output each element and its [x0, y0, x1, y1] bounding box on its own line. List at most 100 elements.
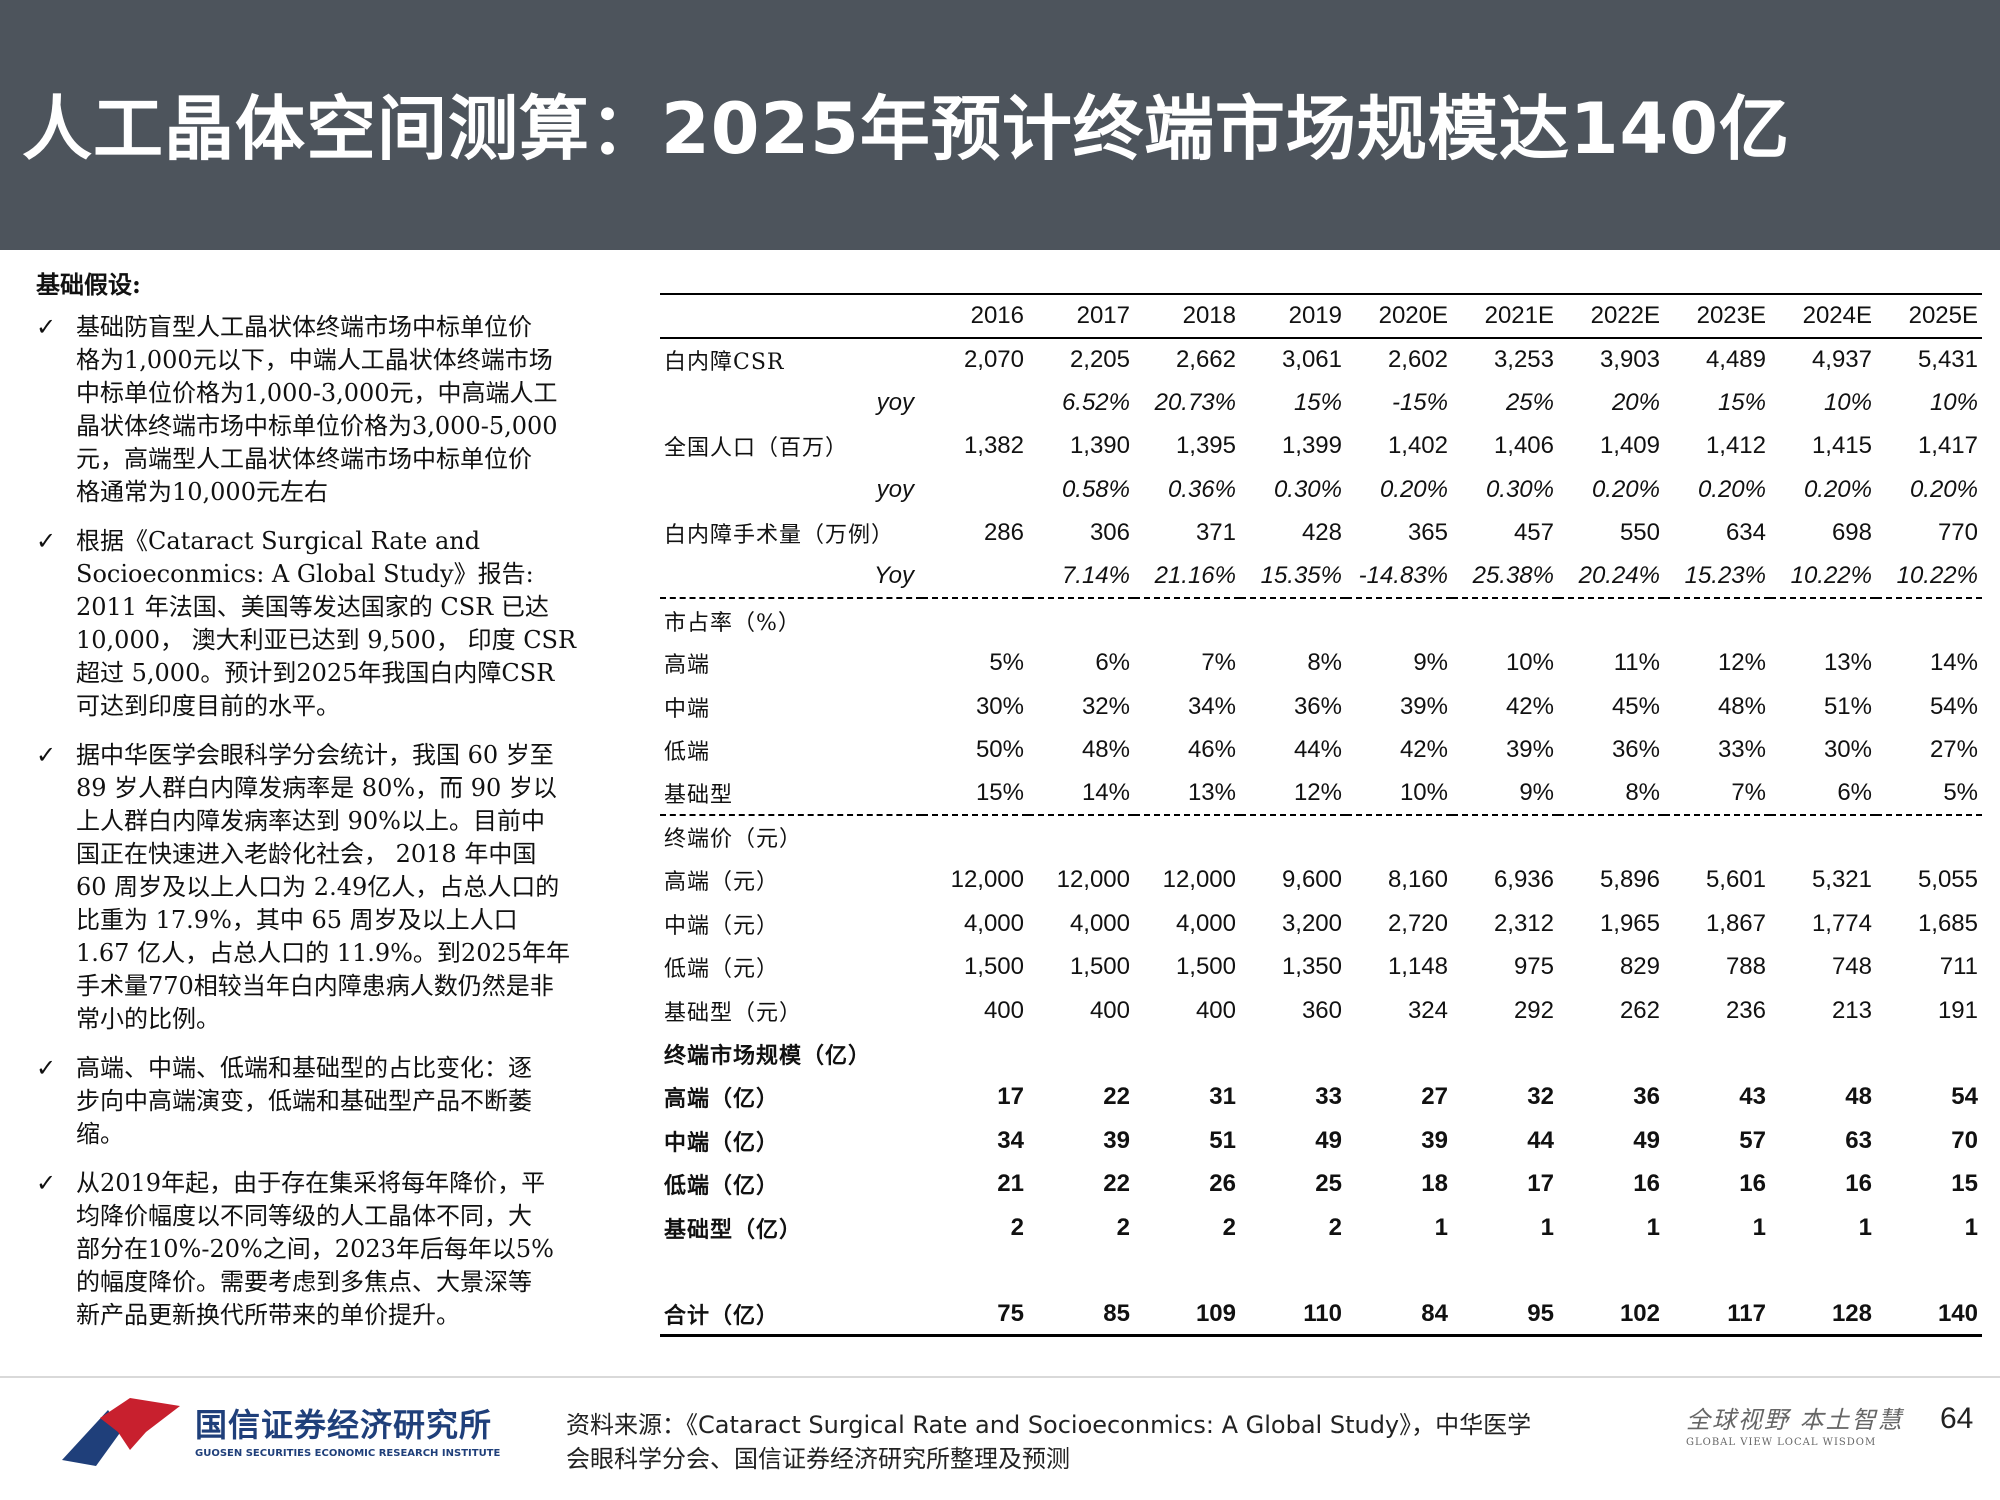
table-row: 中端（元） 4,000 4,000 4,000 3,200 2,720 2,312 1,965…: [660, 902, 1982, 945]
page-title: 人工晶体空间测算：2025年预计终端市场规模达140亿: [22, 88, 1790, 170]
logo-chinese-name: 国信证券经济研究所: [195, 1406, 493, 1444]
table-cell: 1,417: [1917, 432, 1978, 460]
table-cell: 2: [1116, 1213, 1130, 1241]
table-cell: 6%: [1770, 771, 1876, 817]
year-header: 2025E: [1876, 293, 1982, 339]
row-label: 市占率（%）: [664, 610, 801, 636]
table-cell: 39%: [1505, 736, 1554, 764]
table-cell: 6.52%: [1061, 389, 1130, 417]
table-cell: 0.20%: [1591, 475, 1660, 503]
table-cell: 975: [1513, 953, 1554, 981]
assumption-item: ✓ 高端、中端、低端和基础型的占比变化：逐 步向中高端演变，低端和基础型产品不断萎缩…: [36, 1052, 626, 1151]
table-cell: 5%: [989, 649, 1024, 677]
table-body: 白内障CSR 2,070 2,205 2,662 3,061 2,602 3,253 3,90…: [660, 338, 1982, 1338]
table-cell: 2,312: [1493, 909, 1554, 937]
year-header: 2018: [1134, 293, 1240, 339]
table-cell: 213: [1831, 996, 1872, 1024]
row-label: 中端（亿）: [664, 1129, 780, 1156]
row-label: 基础型: [660, 771, 922, 817]
row-label: 低端: [664, 740, 711, 766]
table-cell: 3,253: [1493, 346, 1554, 374]
table-cell: 0.20%: [1909, 475, 1978, 503]
table-cell: 0.20%: [1697, 475, 1766, 503]
table-cell: 428: [1301, 519, 1342, 547]
row-label: 全国人口（百万）: [664, 436, 849, 462]
table-cell: 10.22%: [1770, 554, 1876, 600]
table-cell: 51: [1209, 1126, 1236, 1154]
assumption-text-line: 从2019年起，由于存在集采将每年降价，平: [76, 1169, 546, 1197]
source-line: 资料来源：《Cataract Surgical Rate and Socioec…: [566, 1411, 1532, 1439]
table-cell: 14%: [1028, 771, 1134, 817]
table-cell: 15.23%: [1664, 554, 1770, 600]
slogan: 全球视野 本土智慧 GLOBAL VIEW LOCAL WISDOM: [1686, 1400, 1916, 1450]
table-cell: 57: [1739, 1126, 1766, 1154]
year-header: 2017: [1028, 293, 1134, 339]
assumption-text-line: 国正在快速进入老龄化社会， 2018 年中国: [76, 840, 537, 868]
table-cell: 18: [1421, 1170, 1448, 1198]
table-cell: 15%: [922, 771, 1028, 817]
table-cell: 4,489: [1705, 346, 1766, 374]
table-cell: 1,774: [1811, 909, 1872, 937]
table-cell: 39: [1103, 1126, 1130, 1154]
table-cell: 117: [1664, 1292, 1770, 1338]
table-cell: 2: [1222, 1213, 1236, 1241]
table-cell: 3,061: [1281, 346, 1342, 374]
year-header: 2022E: [1558, 293, 1664, 339]
table-cell: 1,402: [1387, 432, 1448, 460]
row-label: 高端: [664, 653, 711, 679]
table-cell: 306: [1089, 519, 1130, 547]
table-cell: [1346, 815, 1452, 858]
table-cell: 8,160: [1387, 866, 1448, 894]
table-cell: 698: [1831, 519, 1872, 547]
table-cell: 5,601: [1705, 866, 1766, 894]
row-label: 低端（亿）: [664, 1173, 780, 1200]
table-cell: 70: [1951, 1126, 1978, 1154]
table-cell: 0.30%: [1485, 475, 1554, 503]
row-label: 基础型（亿）: [664, 1216, 803, 1243]
assumption-text-line: 常小的比例。: [76, 1005, 220, 1033]
table-cell: 12,000: [950, 866, 1024, 894]
guosen-logo: 国信证券经济研究所 GUOSEN SECURITIES ECONOMIC RES…: [60, 1392, 520, 1472]
table-cell: [922, 598, 1028, 641]
checkmark-icon: ✓: [36, 741, 57, 769]
table-cell: 12,000: [1162, 866, 1236, 894]
table-cell: 2,205: [1069, 346, 1130, 374]
assumption-text-line: 10,000， 澳大利亚已达到 9,500， 印度 CSR: [76, 626, 577, 654]
table-cell: 8%: [1307, 649, 1342, 677]
table-cell: 1: [1540, 1213, 1554, 1241]
table-cell: 1,395: [1175, 432, 1236, 460]
table-cell: 39%: [1399, 692, 1448, 720]
year-header: 2023E: [1664, 293, 1770, 339]
assumption-text-line: 缩。: [76, 1120, 124, 1148]
table-cell: 21.16%: [1134, 554, 1240, 600]
table-cell: 26: [1209, 1170, 1236, 1198]
table-cell: 1,867: [1705, 909, 1766, 937]
table-cell: 33%: [1717, 736, 1766, 764]
table-row: 终端价（元）: [660, 815, 1982, 858]
table-cell: 1,412: [1705, 432, 1766, 460]
table-cell: 1,965: [1599, 909, 1660, 937]
table-cell: 16: [1633, 1170, 1660, 1198]
row-label: 中端（元）: [664, 913, 780, 939]
table-cell: [1452, 1032, 1558, 1075]
table-cell: 45%: [1611, 692, 1660, 720]
table-cell: 5,055: [1917, 866, 1978, 894]
slogan-chinese: 全球视野 本土智慧: [1686, 1406, 1904, 1434]
table-row: 低端（亿） 21 22 26 25 18 17 16 16 16 15: [660, 1162, 1982, 1205]
table-cell: [1028, 1032, 1134, 1075]
table-cell: 95: [1452, 1292, 1558, 1338]
table-cell: 109: [1134, 1292, 1240, 1338]
table-cell: [1558, 815, 1664, 858]
table-cell: 36: [1633, 1083, 1660, 1111]
table-cell: 12,000: [1056, 866, 1130, 894]
table-cell: [1134, 1032, 1240, 1075]
table-cell: [1876, 1249, 1982, 1292]
table-cell: 1,500: [1175, 953, 1236, 981]
table-cell: 1,350: [1281, 953, 1342, 981]
row-label: yoy: [876, 389, 914, 417]
row-label: 基础型（元）: [664, 1000, 803, 1026]
table-cell: 51%: [1823, 692, 1872, 720]
table-cell: 400: [1195, 996, 1236, 1024]
table-cell: 63: [1845, 1126, 1872, 1154]
table-cell: 13%: [1134, 771, 1240, 817]
